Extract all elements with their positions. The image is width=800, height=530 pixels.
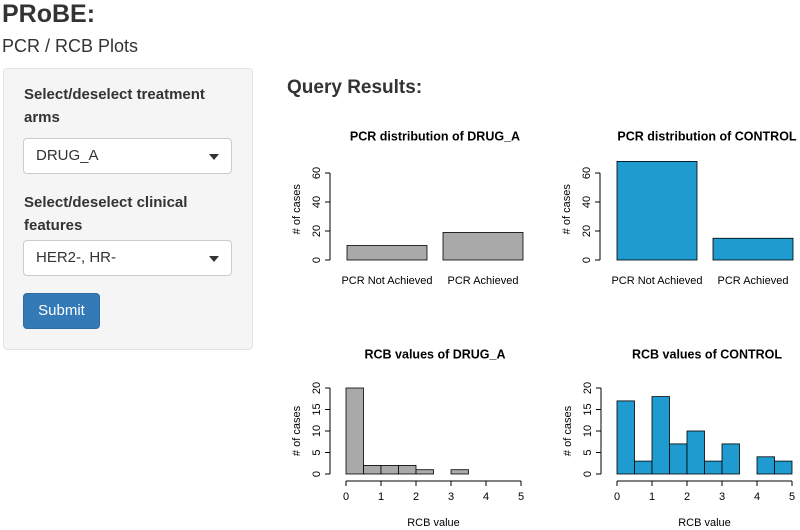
y-tick-label: 0 xyxy=(311,257,323,263)
bar xyxy=(450,469,469,475)
x-tick-label: 5 xyxy=(518,491,524,503)
bar xyxy=(398,464,417,475)
y-tick-label: 60 xyxy=(581,167,593,179)
features-value: HER2-, HR- xyxy=(36,249,117,266)
bar xyxy=(346,245,428,261)
x-tick-label: 3 xyxy=(448,491,454,503)
bar xyxy=(651,396,670,475)
features-select[interactable]: HER2-, HR- xyxy=(23,240,232,276)
bar xyxy=(345,387,364,475)
arms-label: Select/deselect treatment arms xyxy=(24,86,205,126)
y-tick-label: 15 xyxy=(582,403,594,415)
x-tick-label: 2 xyxy=(413,491,419,503)
x-tick-label: 0 xyxy=(343,491,349,503)
y-tick-label: 10 xyxy=(582,425,594,437)
sidebar: Select/deselect treatment arms DRUG_A Se… xyxy=(3,68,253,350)
chart-title: RCB values of DRUG_A xyxy=(365,347,506,361)
bar xyxy=(363,464,382,475)
y-tick-label: 5 xyxy=(311,449,323,455)
x-tick-label: 4 xyxy=(754,491,760,503)
bar xyxy=(756,456,775,475)
y-tick-label: 20 xyxy=(581,225,593,237)
bar xyxy=(616,160,698,261)
x-tick-label: 1 xyxy=(649,491,655,503)
results-title: Query Results: xyxy=(287,77,423,98)
y-tick-label: 20 xyxy=(582,382,594,394)
y-axis-label: # of cases xyxy=(562,405,574,456)
app-subtitle: PCR / RCB Plots xyxy=(2,36,139,56)
bar xyxy=(774,460,793,475)
x-tick-label: 1 xyxy=(378,491,384,503)
y-tick-label: 15 xyxy=(311,403,323,415)
submit-button[interactable]: Submit xyxy=(23,293,100,329)
y-tick-label: 0 xyxy=(311,471,323,477)
x-axis-label: RCB value xyxy=(678,517,731,529)
bar xyxy=(634,460,653,475)
bar xyxy=(712,237,794,261)
y-tick-label: 60 xyxy=(311,167,323,179)
y-axis-label: # of cases xyxy=(561,184,573,235)
x-tick-label: PCR Not Achieved xyxy=(611,275,702,287)
x-tick-label: 3 xyxy=(719,491,725,503)
y-axis-label: # of cases xyxy=(291,405,303,456)
app-title: PRoBE: xyxy=(2,0,96,28)
y-tick-label: 20 xyxy=(311,382,323,394)
x-axis-label: RCB value xyxy=(407,517,460,529)
bar xyxy=(415,469,434,475)
y-tick-label: 0 xyxy=(581,257,593,263)
chart-title: PCR distribution of DRUG_A xyxy=(350,129,520,143)
y-tick-label: 0 xyxy=(582,471,594,477)
caret xyxy=(209,154,219,160)
y-tick-label: 20 xyxy=(311,225,323,237)
x-tick-label: 2 xyxy=(684,491,690,503)
y-axis-label: # of cases xyxy=(291,184,303,235)
x-tick-label: 0 xyxy=(614,491,620,503)
x-tick-label: 5 xyxy=(789,491,795,503)
x-tick-label: PCR Not Achieved xyxy=(341,275,432,287)
x-tick-label: 4 xyxy=(483,491,489,503)
y-tick-label: 5 xyxy=(582,449,594,455)
y-tick-label: 10 xyxy=(311,425,323,437)
bar xyxy=(442,232,524,261)
bar xyxy=(616,400,635,475)
y-tick-label: 40 xyxy=(581,196,593,208)
x-tick-label: PCR Achieved xyxy=(718,275,789,287)
x-tick-label: PCR Achieved xyxy=(448,275,519,287)
caret xyxy=(209,256,219,262)
bar xyxy=(669,443,688,475)
arms-value: DRUG_A xyxy=(36,147,99,164)
chart-title: RCB values of CONTROL xyxy=(632,347,782,361)
arms-select[interactable]: DRUG_A xyxy=(23,138,232,174)
features-label: Select/deselect clinical features xyxy=(24,194,188,234)
bar xyxy=(721,443,740,475)
chart-title: PCR distribution of CONTROL xyxy=(617,129,797,143)
y-tick-label: 40 xyxy=(311,196,323,208)
bar xyxy=(380,464,399,475)
bar xyxy=(686,430,705,475)
bar xyxy=(704,460,723,475)
